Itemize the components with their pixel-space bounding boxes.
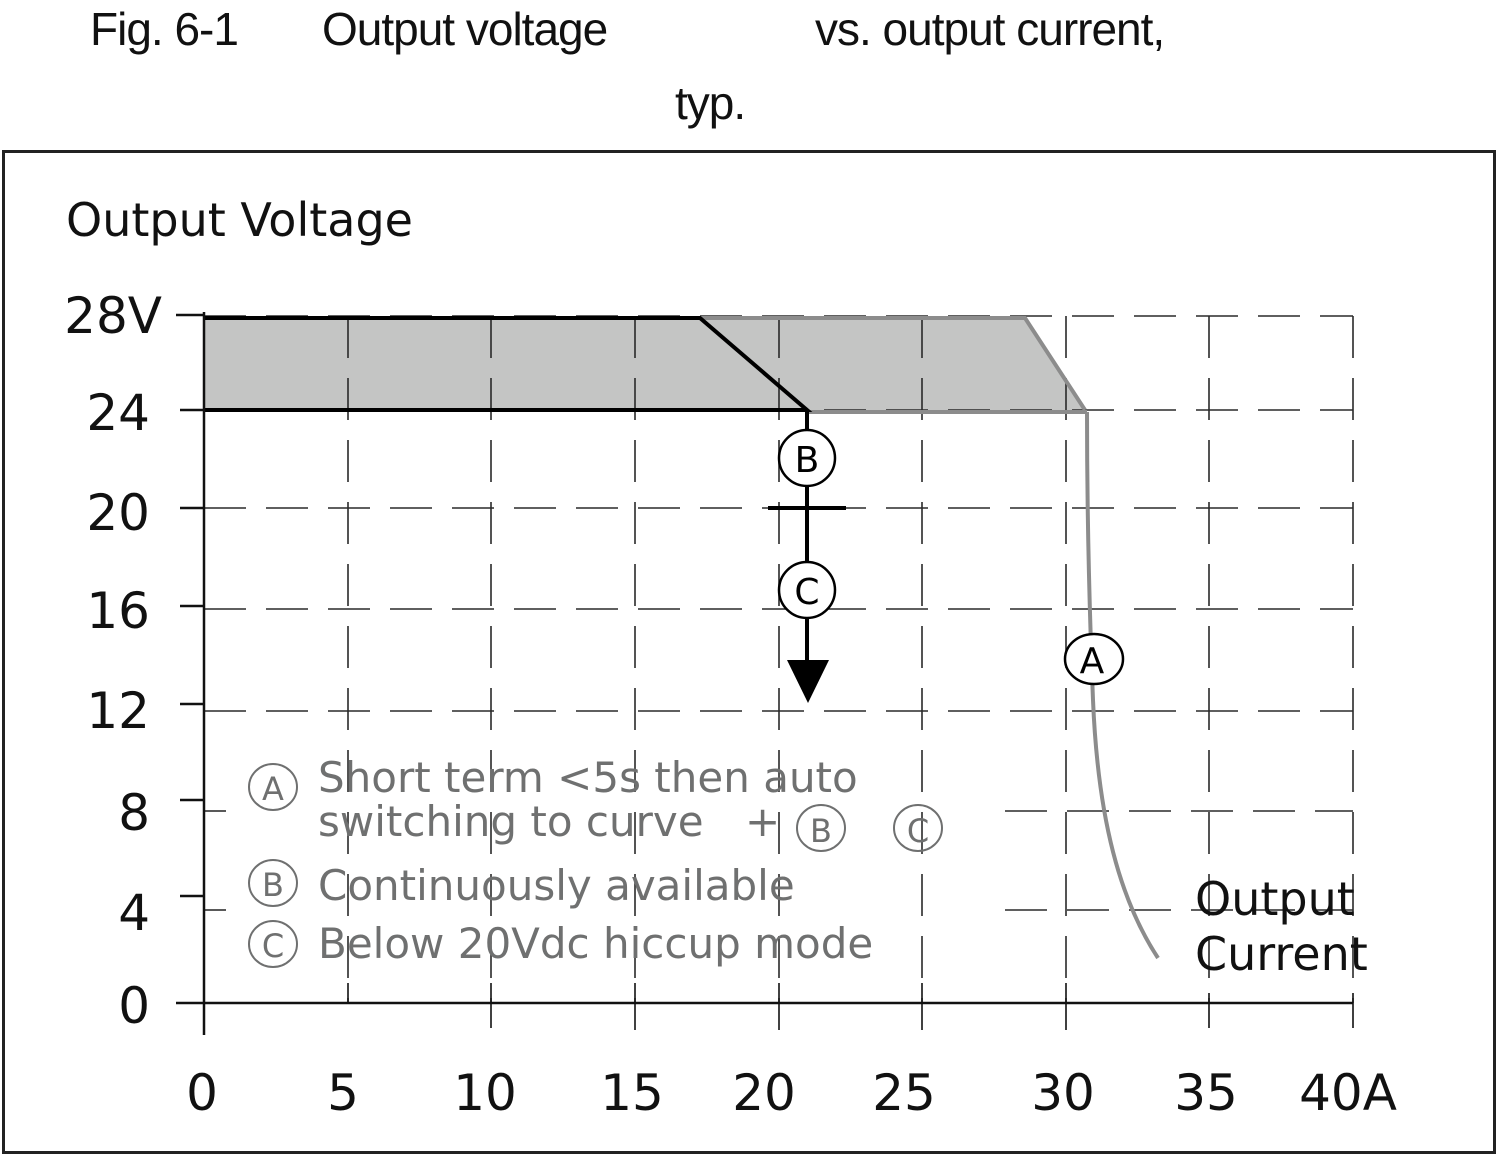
y-axis-title: Output Voltage: [66, 193, 413, 247]
figure-title-part2: Output voltage: [322, 3, 608, 55]
svg-text:B: B: [810, 812, 832, 850]
svg-text:0: 0: [118, 977, 150, 1035]
svg-text:15: 15: [600, 1064, 664, 1122]
svg-text:Continuously available: Continuously available: [318, 861, 795, 910]
svg-text:A: A: [262, 770, 284, 808]
legend-item-a: A Short term <5s then auto switching to …: [248, 753, 943, 852]
axes: [176, 312, 1353, 1035]
svg-text:20: 20: [732, 1064, 796, 1122]
svg-text:16: 16: [86, 582, 150, 640]
svg-text:8: 8: [118, 784, 150, 842]
legend-item-b: B Continuously available: [248, 859, 795, 910]
x-axis-title-line1: Output: [1195, 872, 1355, 926]
svg-text:25: 25: [872, 1064, 936, 1122]
svg-text:5: 5: [327, 1064, 359, 1122]
y-tick-labels: 28V 24 20 16 12 8 4 0: [64, 287, 162, 1035]
svg-text:B: B: [262, 866, 284, 904]
figure-title-part1: Fig. 6-1: [90, 3, 239, 55]
svg-text:28V: 28V: [64, 287, 162, 345]
svg-text:A: A: [1080, 641, 1105, 682]
x-tick-labels: 0 5 10 15 20 25 30 35 40A: [186, 1064, 1397, 1122]
svg-text:35: 35: [1174, 1064, 1238, 1122]
marker-b: B: [777, 428, 837, 488]
svg-text:+: +: [745, 797, 780, 846]
svg-text:C: C: [262, 927, 284, 965]
svg-text:B: B: [795, 440, 820, 481]
marker-a: A: [1063, 632, 1125, 686]
figure-title-part3: vs. output current,: [815, 3, 1165, 55]
region-a-shade: [204, 316, 1085, 410]
legend-item-c: C Below 20Vdc hiccup mode: [248, 919, 873, 968]
svg-text:24: 24: [86, 384, 150, 442]
svg-text:switching to curve: switching to curve: [318, 797, 704, 846]
svg-text:C: C: [907, 812, 929, 850]
svg-text:C: C: [794, 572, 819, 613]
svg-text:40A: 40A: [1299, 1064, 1397, 1122]
legend: A Short term <5s then auto switching to …: [248, 753, 943, 968]
arrow-down-icon: [787, 660, 829, 703]
svg-text:4: 4: [118, 884, 150, 942]
svg-text:12: 12: [86, 682, 150, 740]
figure-title-line2: typ.: [675, 77, 746, 129]
curve-a: [1085, 411, 1160, 960]
curve-b: [204, 316, 813, 412]
marker-c: C: [777, 560, 837, 620]
curve-a-outline: [700, 316, 1087, 412]
x-axis-title-line2: Current: [1195, 927, 1368, 981]
svg-text:0: 0: [186, 1064, 218, 1122]
svg-text:20: 20: [86, 484, 150, 542]
svg-text:Below 20Vdc hiccup mode: Below 20Vdc hiccup mode: [318, 919, 873, 968]
svg-text:30: 30: [1031, 1064, 1095, 1122]
svg-text:10: 10: [453, 1064, 517, 1122]
svg-text:Short term <5s then auto: Short term <5s then auto: [318, 753, 858, 802]
chart-frame: [2, 150, 1496, 1154]
